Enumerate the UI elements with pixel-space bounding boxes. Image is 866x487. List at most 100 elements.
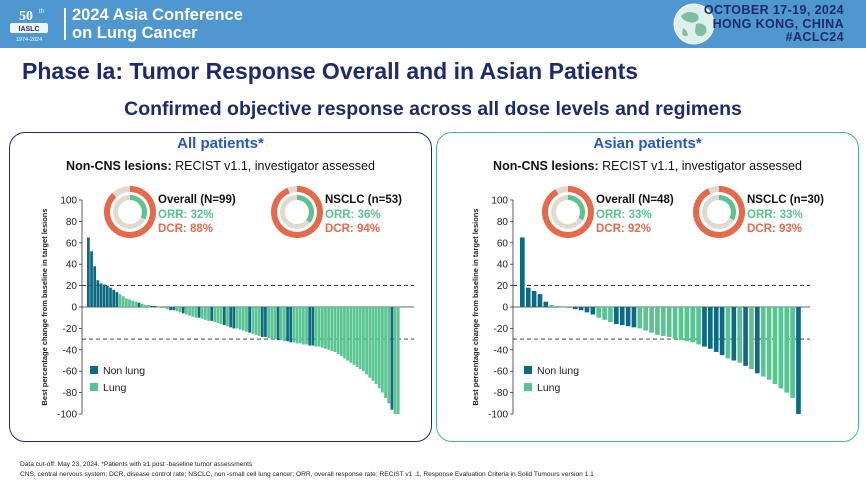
chart1-bar-17 <box>137 302 141 307</box>
chart1-ytick-label-40: 40 <box>66 260 78 271</box>
chart2-summary2-orr-arc <box>718 195 736 221</box>
chart2-bar-32 <box>702 307 707 347</box>
chart2-bar-9 <box>567 307 572 309</box>
chart2-bar-42 <box>760 307 766 377</box>
chart1-bar-95 <box>384 307 387 398</box>
chart1-bar-11 <box>118 294 122 307</box>
chart2-bar-48 <box>796 307 801 414</box>
chart2-legend-label-nonlung: Non lung <box>537 365 579 377</box>
chart2-bar-3 <box>531 290 537 307</box>
chart1-ytick-label-80: 80 <box>66 217 78 228</box>
chart1-ytick-label-100: 100 <box>60 196 77 207</box>
chart1-bar-49 <box>238 307 242 330</box>
chart1-bar-12 <box>121 296 125 307</box>
chart1-bar-20 <box>147 304 150 307</box>
chart1-bar-57 <box>264 307 267 337</box>
chart1-bar-32 <box>185 307 188 315</box>
chart1-bar-5 <box>99 283 103 307</box>
chart1-bar-89 <box>365 307 368 375</box>
chart1-bar-43 <box>219 307 223 325</box>
chart1-bar-78 <box>330 307 334 351</box>
chart1-bar-45 <box>226 307 229 327</box>
logo-years: 1974-2024 <box>16 37 42 43</box>
chart2-bar-11 <box>578 307 584 311</box>
chart1-bar-97 <box>390 307 394 410</box>
chart2-ylabel: Best percentage change from baseline in … <box>471 208 480 405</box>
chart1-bar-54 <box>254 307 258 335</box>
chart2-bar-10 <box>572 307 578 310</box>
chart2-bar-46 <box>784 307 790 393</box>
chart1-bar-46 <box>229 307 233 328</box>
panel-subtitle-all: Non-CNS lesions: RECIST v1.1, investigat… <box>10 159 431 173</box>
chart2-bar-22 <box>643 307 649 331</box>
chart1-summary2-dcr: DCR: 94% <box>325 223 380 235</box>
chart1-ytick-label-60: 60 <box>66 238 78 249</box>
chart1-summary2-dcr-arc <box>271 186 323 238</box>
slide-title: Phase Ia: Tumor Response Overall and in … <box>22 58 639 84</box>
chart2-bar-30 <box>690 307 696 343</box>
chart1-bar-40 <box>210 307 214 321</box>
conference-title-line2: on Lung Cancer <box>72 24 198 42</box>
chart2-bar-15 <box>602 307 607 320</box>
chart1-summary2-label: NSCLC (n=53) <box>325 194 402 206</box>
chart2-bar-21 <box>637 307 643 329</box>
chart1-bar-21 <box>150 305 153 307</box>
chart1-bar-26 <box>166 307 169 310</box>
chart1-bar-62 <box>279 307 283 341</box>
chart2-summary2-donut <box>693 186 745 238</box>
chart2-ytick-label-100: 100 <box>491 196 508 207</box>
conference-location: HONG KONG, CHINA <box>712 16 844 31</box>
chart1-bar-37 <box>200 307 204 319</box>
chart1-bar-28 <box>172 307 176 311</box>
chart1-bar-67 <box>295 307 299 344</box>
chart1-summary2-donut <box>271 186 323 238</box>
chart1-bar-87 <box>358 307 362 370</box>
chart1-bar-56 <box>260 307 264 337</box>
chart2-bar-23 <box>649 307 654 333</box>
chart1-bar-31 <box>181 307 185 314</box>
chart1-bar-91 <box>371 307 375 381</box>
chart2-bar-39 <box>743 307 748 366</box>
chart1-bar-13 <box>124 298 128 307</box>
chart1-bar-66 <box>292 307 296 343</box>
chart1-bar-71 <box>308 307 312 346</box>
chart2-ytick-label-0: 0 <box>502 303 508 314</box>
chart2-summary2-label: NSCLC (n=30) <box>747 194 824 206</box>
chart1-bar-68 <box>298 307 302 344</box>
chart2-bar-28 <box>678 307 684 341</box>
chart1-bar-14 <box>128 299 131 307</box>
chart2-bar-12 <box>584 307 590 313</box>
chart1-bar-4 <box>96 280 100 307</box>
chart2-ytick-label-minus60: -60 <box>494 367 509 378</box>
chart1-bar-80 <box>336 307 340 355</box>
chart1-ytick-label-minus20: -20 <box>63 324 78 335</box>
chart2-bar-18 <box>619 307 625 326</box>
chart2-ytick-label-minus40: -40 <box>494 345 509 356</box>
chart1-bar-51 <box>245 307 248 332</box>
chart2-bar-26 <box>666 307 672 337</box>
chart1-bar-18 <box>140 303 144 307</box>
chart2-bar-8 <box>561 307 566 308</box>
chart2-bar-17 <box>614 307 619 325</box>
chart1-bar-2 <box>90 251 93 307</box>
chart2-bar-19 <box>625 307 631 327</box>
chart1-bar-90 <box>368 307 372 378</box>
chart1-bar-70 <box>305 307 308 345</box>
chart1-bar-75 <box>320 307 324 348</box>
chart1-summary1-dcr-arc <box>104 186 156 238</box>
conference-header: 50 th IASLC 1974-2024 2024 Asia Conferen… <box>0 0 866 48</box>
chart2-bar-16 <box>608 307 613 322</box>
chart1-bar-23 <box>156 307 160 308</box>
chart1-ytick-label-minus60: -60 <box>63 367 78 378</box>
chart1-bar-34 <box>191 307 195 317</box>
chart2-bar-24 <box>655 307 660 335</box>
chart2-bar-14 <box>596 307 602 318</box>
chart1-bar-38 <box>203 307 207 320</box>
chart2-summary2-dcr-arc <box>693 186 745 238</box>
chart2-bar-35 <box>719 307 725 356</box>
chart2-legend-label-lung: Lung <box>537 382 561 394</box>
chart1-bar-15 <box>131 300 135 307</box>
logo-suffix: th <box>39 9 44 15</box>
chart2-bar-34 <box>713 307 719 352</box>
